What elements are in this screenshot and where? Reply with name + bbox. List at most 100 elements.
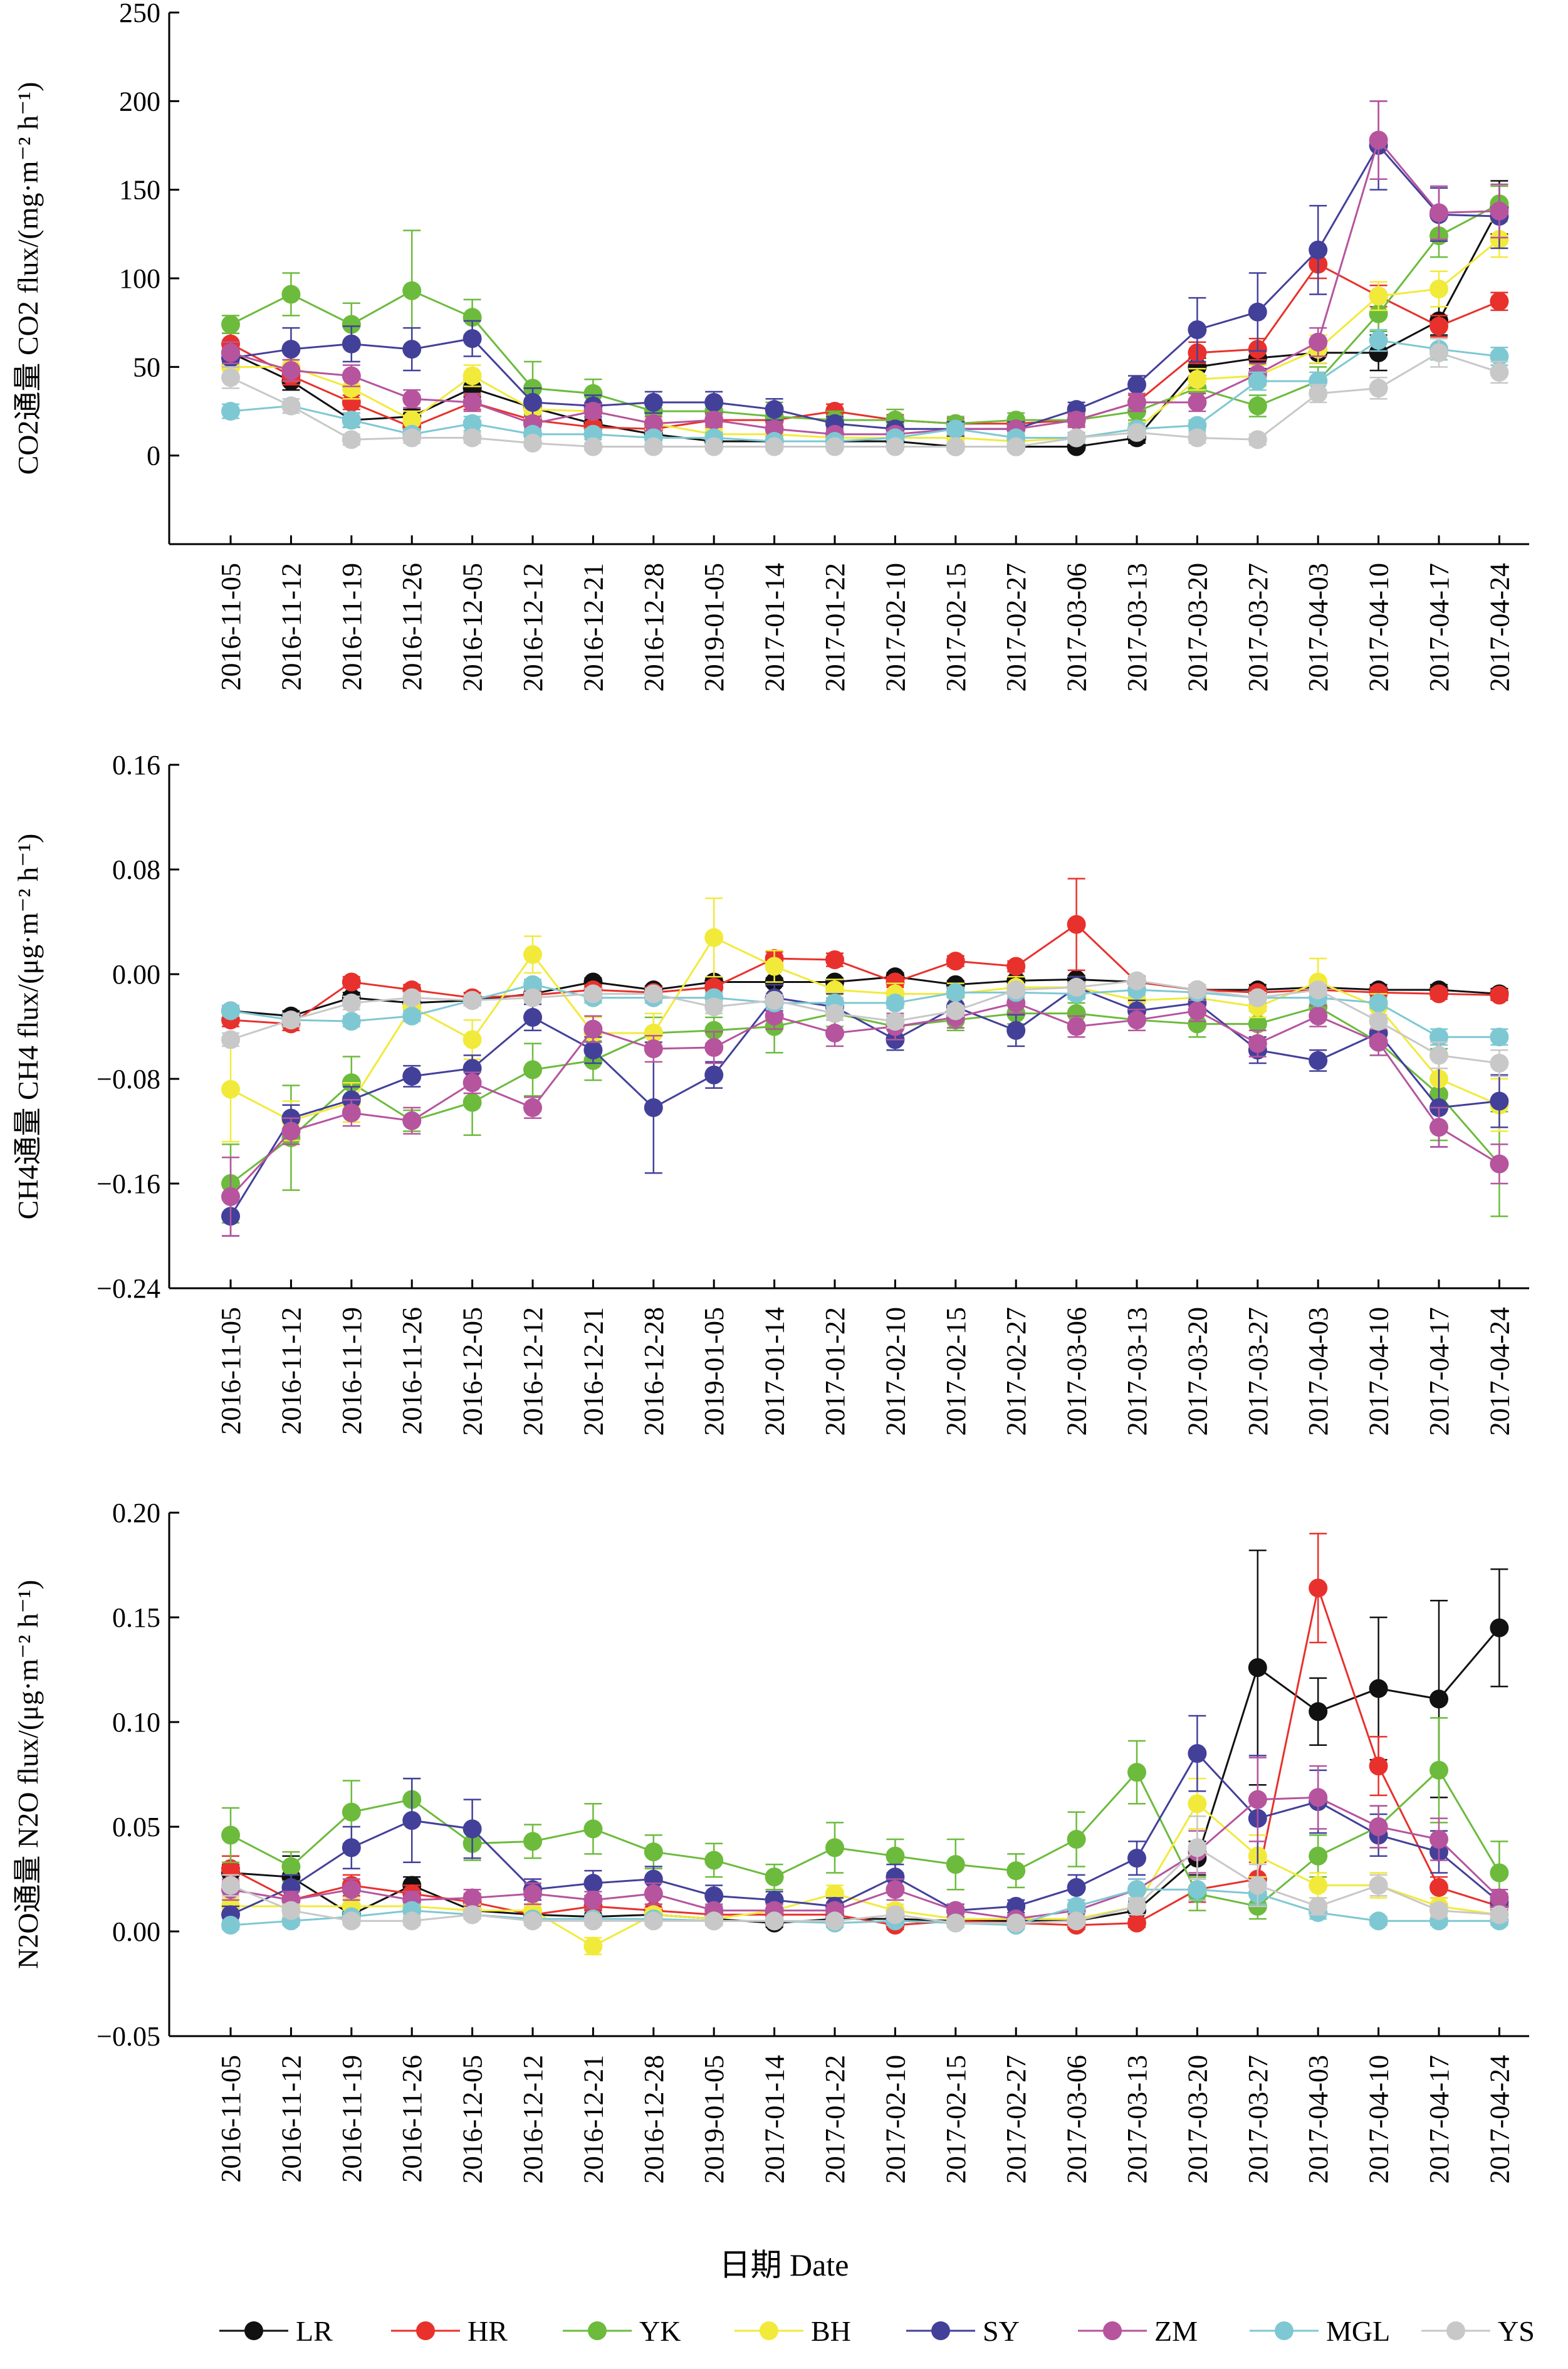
- data-point: [704, 1911, 724, 1931]
- legend-label: BH: [811, 2315, 851, 2347]
- data-point: [1309, 1876, 1328, 1895]
- data-point: [342, 1802, 361, 1822]
- data-point: [886, 437, 905, 456]
- legend-item-ys: YS: [1421, 2315, 1535, 2347]
- legend-marker: [760, 2321, 778, 2340]
- legend-label: HR: [468, 2315, 508, 2347]
- data-point: [1067, 1017, 1086, 1036]
- data-point: [402, 281, 422, 300]
- data-point: [1490, 1053, 1509, 1073]
- series-line: [230, 1888, 1500, 1926]
- y-tick-label: −0.05: [97, 2021, 160, 2052]
- x-tick-label: 2017-03-13: [1122, 2055, 1152, 2183]
- data-point: [523, 1832, 542, 1851]
- x-tick-label: 2017-03-13: [1122, 563, 1152, 691]
- data-point: [644, 392, 663, 412]
- data-point: [1067, 1896, 1086, 1916]
- series-YS: [221, 1815, 1509, 1933]
- data-point: [704, 1021, 724, 1040]
- data-point: [281, 1011, 301, 1030]
- data-point: [221, 1915, 240, 1935]
- data-point: [1429, 203, 1448, 223]
- data-point: [342, 334, 361, 354]
- series-line: [230, 979, 1500, 1064]
- x-tick-label: 2017-04-03: [1303, 2055, 1334, 2183]
- data-point: [1309, 1702, 1328, 1721]
- data-point: [281, 360, 301, 380]
- data-point: [583, 1890, 603, 1909]
- data-point: [1309, 332, 1328, 352]
- x-tick-label: 2017-02-15: [941, 563, 971, 691]
- series-line: [230, 1006, 1500, 1185]
- data-point: [463, 308, 482, 327]
- data-point: [1127, 392, 1146, 412]
- data-point: [1309, 1051, 1328, 1070]
- data-point: [1369, 1911, 1388, 1931]
- legend-item-lr: LR: [219, 2315, 333, 2347]
- x-tick-label: 2017-04-24: [1484, 2055, 1515, 2183]
- y-tick-label: 0.10: [112, 1707, 160, 1738]
- data-point: [1369, 1876, 1388, 1895]
- x-tick-label: 2016-12-12: [518, 1307, 548, 1436]
- x-tick-label: 2017-04-17: [1424, 2055, 1455, 2183]
- legend-item-yk: YK: [563, 2315, 681, 2347]
- data-point: [402, 428, 422, 448]
- data-point: [1490, 1027, 1509, 1047]
- x-tick-label: 2019-01-05: [699, 2055, 729, 2183]
- data-point: [1248, 988, 1267, 1007]
- data-point: [1429, 1878, 1448, 1897]
- data-point: [1369, 304, 1388, 323]
- x-tick-label: 2017-02-15: [941, 1307, 971, 1436]
- series-HR: [221, 1533, 1509, 1935]
- data-point: [281, 1121, 301, 1141]
- series-line: [230, 1752, 1500, 1916]
- legend-item-hr: HR: [391, 2315, 508, 2347]
- x-tick-label: 2017-04-17: [1424, 1307, 1455, 1436]
- x-tick-label: 2017-03-06: [1062, 563, 1092, 691]
- series-line: [229, 986, 1500, 1217]
- data-point: [281, 1901, 301, 1920]
- series-line: [230, 1627, 1500, 1925]
- data-point: [1490, 362, 1509, 382]
- series-line: [230, 138, 1500, 436]
- x-tick-label: 2017-04-17: [1424, 563, 1455, 691]
- data-point: [1188, 980, 1207, 1000]
- x-tick-label: 2017-02-27: [1001, 1307, 1032, 1436]
- data-point: [1188, 392, 1207, 412]
- data-point: [704, 392, 724, 412]
- x-tick-label: 2017-03-20: [1182, 1307, 1213, 1436]
- data-point: [1188, 1014, 1207, 1034]
- x-tick-label: 2017-03-20: [1182, 563, 1213, 691]
- x-tick-label: 2017-01-14: [760, 2055, 790, 2183]
- data-point: [342, 1838, 361, 1857]
- x-tick-label: 2016-11-19: [337, 1307, 367, 1435]
- data-point: [1248, 430, 1267, 449]
- x-tick-label: 2017-04-10: [1364, 1307, 1394, 1436]
- data-point: [1248, 1034, 1267, 1053]
- data-point: [1490, 1863, 1509, 1883]
- x-axis-title: 日期 Date: [719, 2247, 849, 2282]
- series-line: [229, 1002, 1500, 1197]
- data-point: [342, 1911, 361, 1931]
- data-point: [281, 340, 301, 359]
- data-point: [523, 988, 542, 1007]
- data-point: [1006, 957, 1026, 976]
- data-point: [221, 1876, 240, 1895]
- y-tick-label: 0.08: [112, 854, 160, 885]
- data-point: [1248, 1790, 1267, 1809]
- data-point: [825, 1911, 844, 1931]
- data-point: [463, 428, 482, 448]
- series-line: [230, 984, 1500, 1038]
- data-point: [946, 983, 965, 1002]
- x-tick-label: 2016-12-28: [639, 1307, 669, 1436]
- data-point: [523, 1060, 542, 1079]
- data-point: [523, 1007, 542, 1027]
- data-point: [1127, 1849, 1146, 1868]
- data-point: [704, 1851, 724, 1870]
- data-point: [1188, 1838, 1207, 1857]
- data-point: [342, 1103, 361, 1123]
- data-point: [1429, 317, 1448, 336]
- data-point: [644, 1911, 663, 1931]
- data-point: [1309, 1846, 1328, 1866]
- data-point: [1127, 1896, 1146, 1916]
